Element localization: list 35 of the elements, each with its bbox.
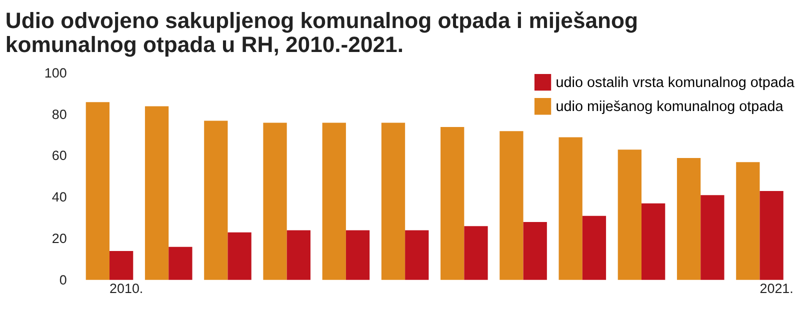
bar [381,122,406,280]
bar [440,126,464,280]
y-tick-label: 40 [52,190,67,205]
bar [523,222,547,280]
y-tick-label: 100 [44,66,67,81]
y-tick-label: 0 [59,272,67,288]
y-tick-label: 20 [52,230,67,246]
bar [464,226,488,280]
bar [500,131,524,280]
bar [228,232,252,280]
bar [642,203,666,280]
bar [558,137,582,280]
bar [405,230,429,280]
bar [618,150,642,280]
bar [286,230,310,280]
bar [582,216,606,280]
bar [86,102,110,280]
legend-label: udio miješanog komunalnog otpada [556,99,784,116]
x-tick-label: 2021. [760,280,794,296]
bar [736,162,760,280]
bar [676,158,701,280]
x-tick-label: 2010. [110,280,144,296]
y-tick-label: 80 [52,106,67,122]
bar [263,122,287,280]
bar [346,230,370,280]
legend-label: udio ostalih vrsta komunalnog otpada [556,75,796,92]
bar [110,250,134,280]
bar [144,106,169,280]
y-tick-label: 60 [52,148,67,164]
bar [700,195,724,280]
bar [204,120,228,280]
bar [760,191,784,280]
chart-title: Udio odvojeno sakupljenog komunalnog otpada i miješanog komunalnog otpada u RH, 2010.-2021. [5,8,638,58]
bar [322,122,346,280]
bar [168,246,192,280]
